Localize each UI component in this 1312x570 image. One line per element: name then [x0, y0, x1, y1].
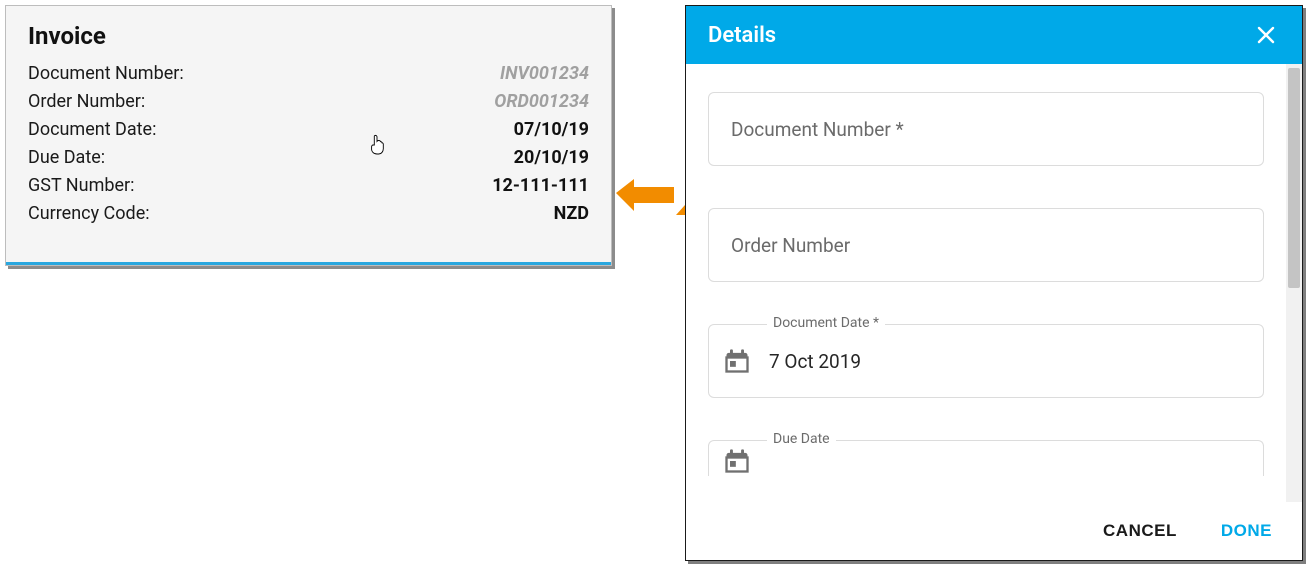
dialog-header: Details	[686, 6, 1302, 64]
invoice-row-order-number: Order Number: ORD001234	[28, 88, 589, 116]
close-icon	[1256, 25, 1276, 45]
done-button[interactable]: DONE	[1221, 521, 1272, 541]
invoice-label: GST Number:	[28, 172, 134, 200]
invoice-row-gst-number: GST Number: 12-111-111	[28, 172, 589, 200]
field-float-label: Due Date	[767, 431, 836, 447]
invoice-card-accent	[6, 262, 611, 265]
invoice-value: NZD	[554, 200, 589, 228]
dialog-title: Details	[708, 23, 776, 48]
due-date-field[interactable]: Due Date	[708, 440, 1264, 476]
invoice-label: Document Number:	[28, 60, 184, 88]
order-number-field[interactable]: Order Number	[708, 208, 1264, 282]
dialog-scrollbar[interactable]	[1286, 64, 1302, 502]
invoice-value: 07/10/19	[514, 116, 589, 144]
callout-arrow-icon	[616, 175, 696, 219]
invoice-title: Invoice	[28, 22, 589, 50]
details-dialog: Details Document Number * Order Number D…	[685, 5, 1303, 561]
field-placeholder: Order Number	[731, 234, 850, 257]
invoice-value: INV001234	[500, 60, 589, 88]
document-date-field[interactable]: Document Date * 7 Oct 2019	[708, 324, 1264, 398]
invoice-label: Order Number:	[28, 88, 145, 116]
invoice-row-document-number: Document Number: INV001234	[28, 60, 589, 88]
field-placeholder: Document Number *	[731, 118, 904, 141]
scrollbar-thumb[interactable]	[1288, 68, 1300, 288]
dialog-body: Document Number * Order Number Document …	[686, 64, 1286, 502]
invoice-label: Currency Code:	[28, 200, 150, 228]
calendar-icon	[723, 347, 751, 375]
invoice-row-due-date: Due Date: 20/10/19	[28, 144, 589, 172]
field-value: 7 Oct 2019	[769, 350, 861, 373]
invoice-row-document-date: Document Date: 07/10/19	[28, 116, 589, 144]
dialog-footer: CANCEL DONE	[686, 502, 1302, 560]
invoice-label: Document Date:	[28, 116, 156, 144]
cancel-button[interactable]: CANCEL	[1103, 521, 1177, 541]
invoice-row-currency-code: Currency Code: NZD	[28, 200, 589, 228]
invoice-value: 20/10/19	[514, 144, 589, 172]
invoice-value: ORD001234	[494, 88, 589, 116]
invoice-value: 12-111-111	[492, 172, 589, 200]
calendar-icon	[723, 447, 751, 475]
close-button[interactable]	[1252, 21, 1280, 49]
invoice-label: Due Date:	[28, 144, 105, 172]
invoice-summary-card[interactable]: Invoice Document Number: INV001234 Order…	[5, 5, 612, 266]
field-float-label: Document Date *	[767, 315, 885, 331]
document-number-field[interactable]: Document Number *	[708, 92, 1264, 166]
